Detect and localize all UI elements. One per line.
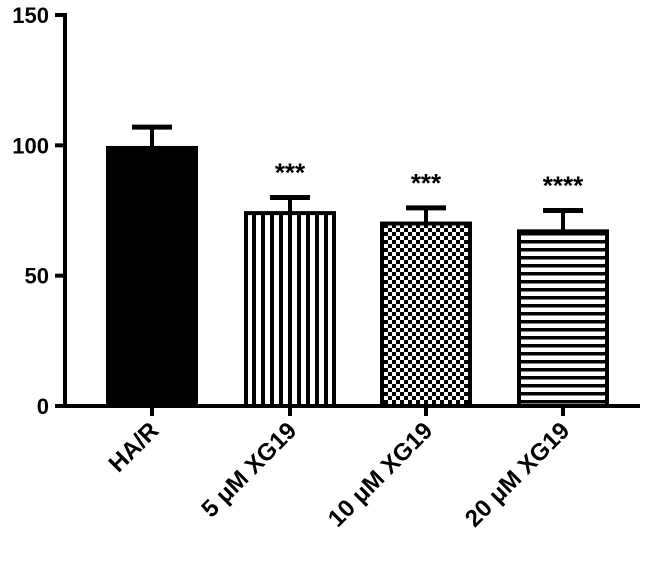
y-tick-label: 50: [25, 264, 49, 289]
significance-label: ***: [411, 168, 442, 198]
y-tick-label: 150: [12, 3, 49, 28]
x-category-label: 10 μM XG19: [323, 417, 438, 532]
y-tick-label: 100: [12, 133, 49, 158]
plot-area: 0 50 100 150 HA/R 5 μM XG19 *** 10 μM XG19 *** 20…: [12, 3, 640, 532]
significance-label: ****: [543, 171, 584, 201]
significance-label: ***: [275, 157, 306, 187]
x-category-label: 20 μM XG19: [460, 417, 575, 532]
bar: [244, 211, 336, 408]
bar: [106, 145, 198, 408]
bar: [517, 229, 609, 408]
bar: [380, 221, 472, 408]
x-category-label: HA/R: [104, 417, 165, 478]
x-category-label: 5 μM XG19: [196, 417, 302, 523]
y-tick-label: 0: [37, 394, 49, 419]
